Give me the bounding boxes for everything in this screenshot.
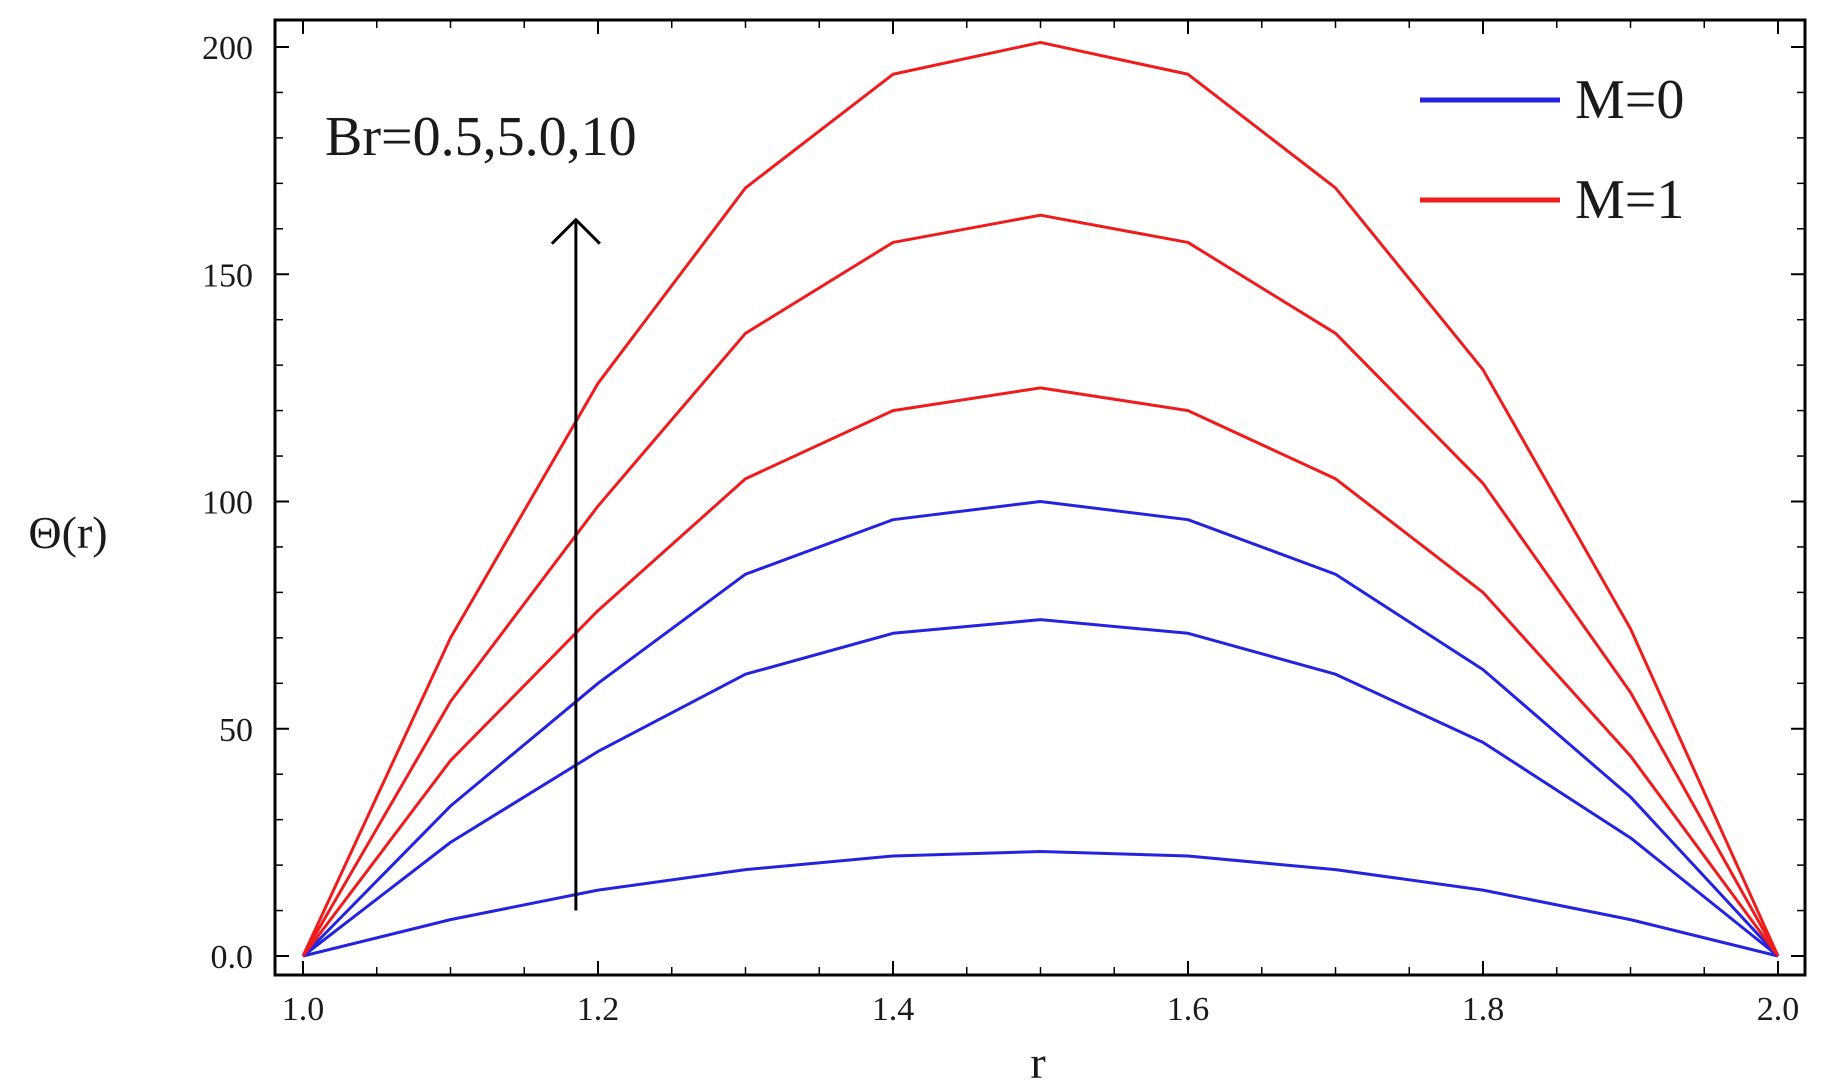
series-line-m1-5 [301, 213, 1780, 957]
legend-label-m0: M=0 [1575, 69, 1684, 131]
legend-label-m1: M=1 [1575, 169, 1684, 231]
y-tick-label: 100 [202, 485, 253, 522]
x-tick-label: 1.2 [577, 991, 620, 1028]
y-axis-ticks: 0.0 50 100 150 200 [202, 30, 1805, 976]
x-tick-label: 1.0 [282, 991, 325, 1028]
legend: M=0 M=1 [1420, 69, 1684, 231]
y-tick-label: 50 [219, 712, 253, 749]
y-axis-title: Θ(r) [28, 507, 107, 558]
y-tick-label: 0.0 [211, 939, 254, 976]
y-tick-label: 150 [202, 257, 253, 294]
series-line-m1-6 [301, 40, 1780, 957]
x-tick-label: 2.0 [1757, 991, 1800, 1028]
series-line-m0-3 [301, 500, 1780, 958]
x-tick-label: 1.8 [1462, 991, 1505, 1028]
x-axis-ticks: 1.0 1.2 1.4 1.6 1.8 2.0 [282, 20, 1800, 1028]
y-tick-label: 200 [202, 30, 253, 67]
x-axis-title: r [1030, 1037, 1045, 1088]
series-lines [301, 40, 1780, 958]
annotation-arrow-head [550, 217, 601, 245]
x-tick-label: 1.4 [872, 991, 915, 1028]
series-line-m0-1 [302, 849, 1779, 958]
x-tick-label: 1.6 [1167, 991, 1210, 1028]
annotation-text: Br=0.5,5.0,10 [325, 106, 637, 168]
series-line-m1-4 [301, 386, 1780, 957]
series-line-m0-2 [302, 618, 1779, 958]
annotation: Br=0.5,5.0,10 [325, 106, 637, 911]
